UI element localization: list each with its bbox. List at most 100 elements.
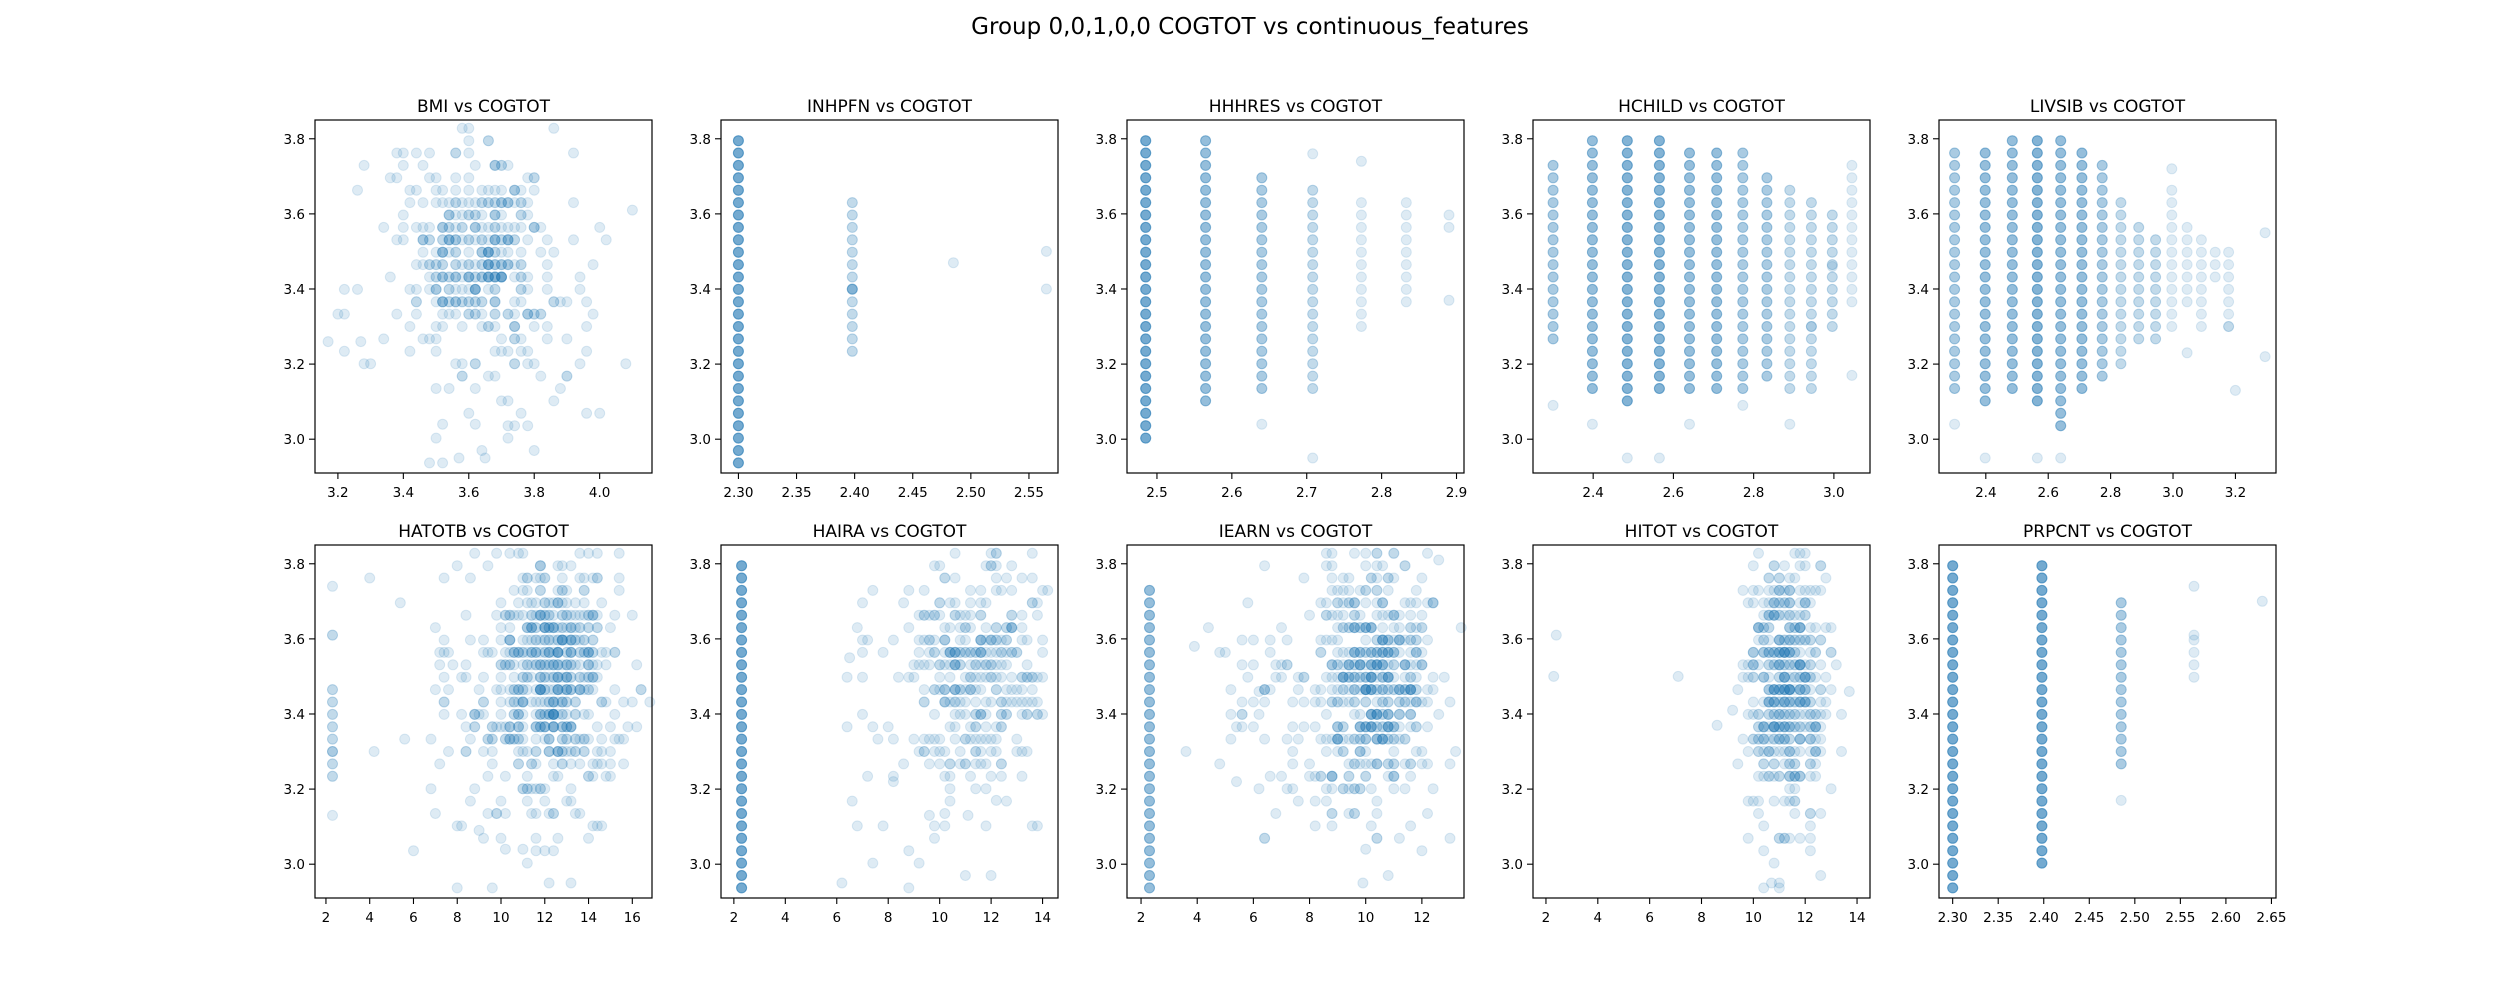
x-tick-label: 2.8 <box>2100 485 2121 501</box>
x-tick-label: 14 <box>1034 910 1051 926</box>
scatter-point <box>2096 246 2108 258</box>
scatter-point <box>1006 646 1018 658</box>
scatter-point <box>541 333 553 345</box>
scatter-point <box>1784 221 1796 233</box>
scatter-point <box>478 646 489 658</box>
scatter-point <box>469 283 481 295</box>
scatter-point <box>596 597 608 609</box>
scatter-point <box>1011 733 1023 745</box>
scatter-point <box>2076 283 2088 295</box>
scatter-point <box>1784 358 1796 370</box>
scatter-point <box>1360 843 1372 855</box>
scatter-point <box>430 259 442 271</box>
scatter-point <box>1388 721 1400 733</box>
scatter-point <box>1846 259 1858 271</box>
scatter-point <box>1247 696 1259 708</box>
scatter-point <box>2076 159 2088 171</box>
scatter-point <box>430 333 442 345</box>
scatter-point <box>528 321 540 332</box>
scatter-point <box>456 259 468 271</box>
scatter-point <box>1947 758 1959 770</box>
x-tick-label: 4 <box>365 910 374 926</box>
scatter-point <box>1742 795 1754 807</box>
scatter-point <box>424 259 435 271</box>
scatter-point <box>1805 246 1817 258</box>
scatter-point <box>443 746 454 757</box>
scatter-point <box>1621 296 1633 308</box>
scatter-point <box>1711 358 1723 370</box>
scatter-point <box>450 271 462 283</box>
scatter-point <box>1388 758 1400 770</box>
scatter-point <box>496 271 507 283</box>
scatter-point <box>965 597 976 609</box>
scatter-point <box>1711 259 1723 271</box>
scatter-point <box>1947 870 1959 881</box>
scatter-point <box>473 684 485 696</box>
scatter-point <box>2209 271 2221 283</box>
scatter-point <box>1621 345 1633 357</box>
scatter-point <box>923 809 935 821</box>
scatter-point <box>521 584 533 596</box>
scatter-point <box>482 246 494 258</box>
scatter-point <box>1144 721 1155 733</box>
scatter-point <box>417 333 429 345</box>
scatter-point <box>443 296 455 308</box>
scatter-point <box>1388 733 1400 745</box>
scatter-point <box>1804 832 1816 844</box>
scatter-point <box>2195 271 2207 283</box>
scatter-point <box>970 659 982 671</box>
scatter-point <box>2031 197 2043 209</box>
scatter-point <box>556 634 568 646</box>
scatter-point <box>944 721 956 733</box>
scatter-point <box>417 246 429 258</box>
scatter-point <box>1422 634 1433 646</box>
scatter-point <box>2031 296 2043 308</box>
scatter-point <box>1653 172 1665 184</box>
scatter-point <box>736 832 748 844</box>
scatter-point <box>515 271 527 283</box>
scatter-point <box>975 609 987 621</box>
scatter-point <box>934 758 946 770</box>
scatter-point <box>2181 271 2193 283</box>
scatter-point <box>1711 283 1723 295</box>
scatter-point <box>482 271 494 283</box>
scatter-point <box>499 808 511 819</box>
scatter-point <box>604 721 616 733</box>
scatter-point <box>450 271 462 283</box>
scatter-point <box>1315 634 1327 646</box>
y-tick-label: 3.6 <box>1502 207 1523 223</box>
x-tick-label: 12 <box>983 910 1000 926</box>
scatter-point <box>1836 708 1847 720</box>
scatter-point <box>618 733 630 745</box>
scatter-point <box>469 209 481 221</box>
scatter-point <box>1360 696 1372 708</box>
scatter-point <box>2006 259 2018 271</box>
scatter-point <box>2076 184 2088 196</box>
y-tick-label: 3.0 <box>1908 432 1929 448</box>
scatter-point <box>1711 296 1723 308</box>
scatter-point <box>450 259 462 271</box>
scatter-point <box>1256 333 1268 345</box>
scatter-point <box>1405 820 1417 832</box>
scatter-point <box>504 634 516 646</box>
scatter-point <box>535 308 547 320</box>
scatter-point <box>1031 597 1043 609</box>
scatter-point <box>1371 758 1383 770</box>
scatter-point <box>2076 358 2088 370</box>
scatter-point <box>502 234 514 246</box>
scatter-point <box>478 746 489 757</box>
scatter-point <box>1804 622 1816 634</box>
scatter-point <box>1804 696 1816 708</box>
scatter-point <box>2031 159 2043 171</box>
y-tick-label: 3.8 <box>284 132 305 148</box>
scatter-point <box>1742 832 1754 844</box>
scatter-point <box>862 634 874 646</box>
scatter-point <box>443 308 455 320</box>
scatter-point <box>1382 708 1394 720</box>
scatter-point <box>846 271 858 283</box>
scatter-point <box>1753 721 1764 733</box>
scatter-point <box>1947 832 1959 844</box>
scatter-point <box>2096 333 2108 345</box>
scatter-point <box>583 832 594 844</box>
